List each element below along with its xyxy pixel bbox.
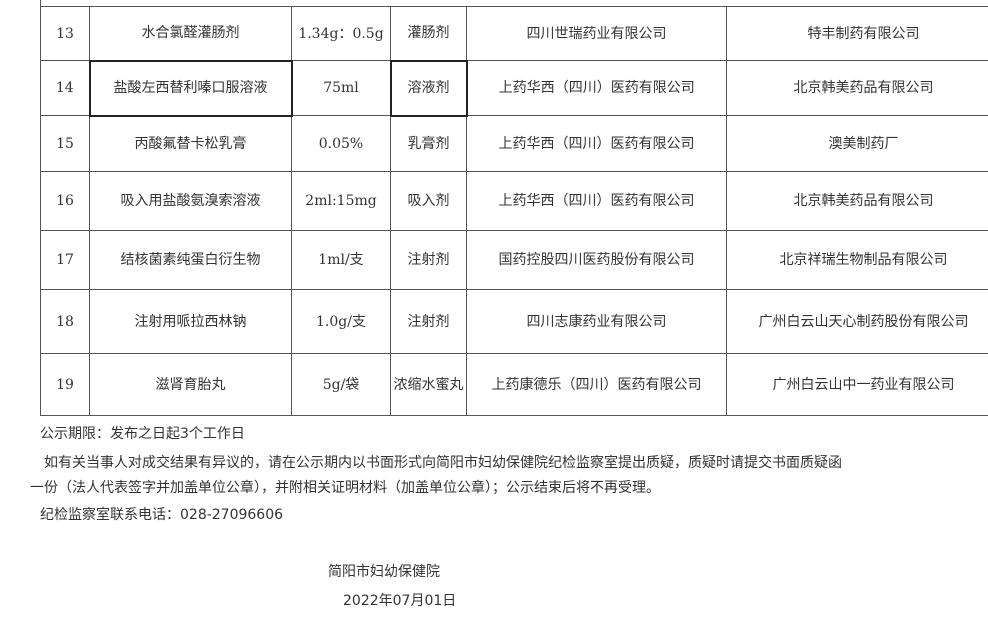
supplier-cell: 上药华西（四川）医药有限公司: [466, 115, 727, 172]
table-row: 14 盐酸左西替利嗪口服溶液 75ml 溶液剂 上药华西（四川）医药有限公司 北京韩美药品…: [40, 59, 988, 117]
row-number-cell: 13: [40, 6, 90, 61]
drug-name-cell: 结核菌素纯蛋白衍生物: [89, 230, 292, 290]
dosage-form-cell: 浓缩水蜜丸: [390, 353, 467, 416]
issuer-org: 简阳市妇幼保健院: [328, 564, 440, 580]
notice-objection-line2: 一份（法人代表签字并加盖单位公章），并附相关证明材料（加盖单位公章）；公示结束后…: [30, 480, 660, 496]
table-row: 19 滋肾育胎丸 5g/袋 浓缩水蜜丸 上药康德乐（四川）医药有限公司 广州白云山中一药业…: [40, 353, 988, 416]
row-number-cell: 15: [40, 115, 90, 172]
dosage-form-cell: 吸入剂: [390, 171, 467, 231]
manufacturer-cell: 广州白云山中一药业有限公司: [726, 353, 988, 416]
supplier-cell: 上药华西（四川）医药有限公司: [466, 60, 727, 116]
drug-name-cell: 吸入用盐酸氨溴索溶液: [89, 171, 292, 231]
specification-cell: 5g/袋: [291, 353, 391, 416]
table-row: 15 丙酸氟替卡松乳膏 0.05% 乳膏剂 上药华西（四川）医药有限公司 澳美制药厂: [40, 115, 988, 172]
manufacturer-cell: 澳美制药厂: [726, 115, 988, 172]
row-number-cell: 19: [40, 353, 90, 416]
specification-cell: 1.0g/支: [291, 289, 391, 354]
specification-cell: 0.05%: [291, 115, 391, 172]
dosage-form-cell: 乳膏剂: [390, 115, 467, 172]
dosage-form-cell: 灌肠剂: [390, 6, 467, 61]
specification-cell: 1.34g：0.5g: [291, 6, 391, 61]
supplier-cell: 四川世瑞药业有限公司: [466, 6, 727, 61]
table-top-edge: [40, 0, 988, 6]
manufacturer-cell: 特丰制药有限公司: [726, 6, 988, 61]
drug-name-cell: 注射用哌拉西林钠: [89, 289, 292, 354]
dosage-form-cell: 溶液剂: [389, 59, 468, 117]
supplier-cell: 上药康德乐（四川）医药有限公司: [466, 353, 727, 416]
drug-name-cell: 丙酸氟替卡松乳膏: [89, 115, 292, 172]
manufacturer-cell: 北京韩美药品有限公司: [726, 171, 988, 231]
table-row: 13 水合氯醛灌肠剂 1.34g：0.5g 灌肠剂 四川世瑞药业有限公司 特丰制药有限公司: [40, 6, 988, 61]
results-table: 13 水合氯醛灌肠剂 1.34g：0.5g 灌肠剂 四川世瑞药业有限公司 特丰制药有限公司…: [40, 6, 988, 416]
specification-cell: 75ml: [291, 60, 391, 116]
issue-date: 2022年07月01日: [343, 593, 457, 609]
table-row: 18 注射用哌拉西林钠 1.0g/支 注射剂 四川志康药业有限公司 广州白云山天心制药股份…: [40, 289, 988, 354]
manufacturer-cell: 广州白云山天心制药股份有限公司: [726, 289, 988, 354]
row-number-cell: 18: [40, 289, 90, 354]
notice-period: 公示期限：发布之日起3个工作日: [40, 426, 245, 442]
drug-name-cell: 水合氯醛灌肠剂: [89, 6, 292, 61]
supplier-cell: 国药控股四川医药股份有限公司: [466, 230, 727, 290]
dosage-form-cell: 注射剂: [390, 230, 467, 290]
manufacturer-cell: 北京韩美药品有限公司: [726, 60, 988, 116]
specification-cell: 1ml/支: [291, 230, 391, 290]
specification-cell: 2ml:15mg: [291, 171, 391, 231]
notice-contact: 纪检监察室联系电话：028-27096606: [40, 507, 284, 523]
supplier-cell: 四川志康药业有限公司: [466, 289, 727, 354]
drug-name-cell: 盐酸左西替利嗪口服溶液: [88, 59, 293, 117]
row-number-cell: 16: [40, 171, 90, 231]
supplier-cell: 上药华西（四川）医药有限公司: [466, 171, 727, 231]
dosage-form-cell: 注射剂: [390, 289, 467, 354]
notice-objection-line1: 如有关当事人对成交结果有异议的，请在公示期内以书面形式向简阳市妇幼保健院纪检监察…: [44, 455, 842, 471]
row-number-cell: 14: [40, 60, 90, 116]
drug-name-cell: 滋肾育胎丸: [89, 353, 292, 416]
table-row: 17 结核菌素纯蛋白衍生物 1ml/支 注射剂 国药控股四川医药股份有限公司 北京祥瑞生物…: [40, 230, 988, 290]
manufacturer-cell: 北京祥瑞生物制品有限公司: [726, 230, 988, 290]
table-row: 16 吸入用盐酸氨溴索溶液 2ml:15mg 吸入剂 上药华西（四川）医药有限公司 北京韩…: [40, 171, 988, 231]
row-number-cell: 17: [40, 230, 90, 290]
